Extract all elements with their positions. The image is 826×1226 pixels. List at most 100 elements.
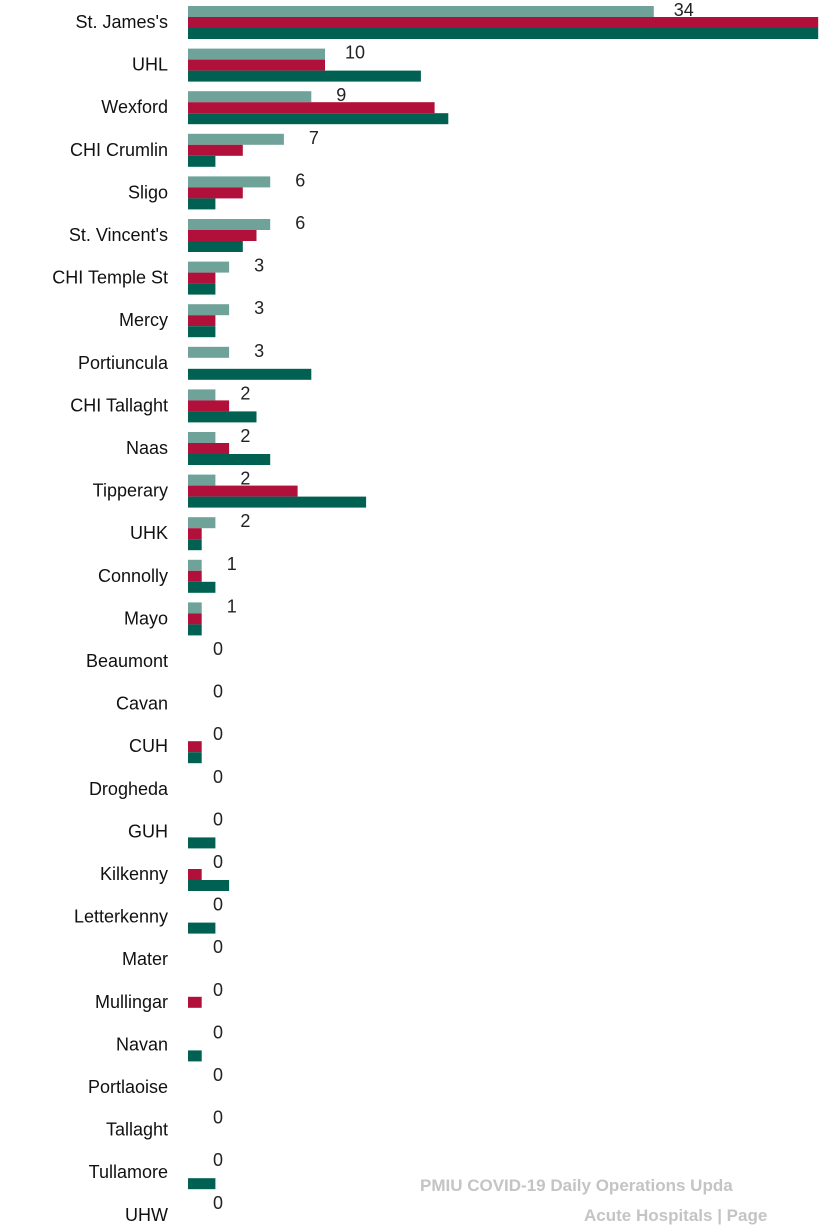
category-label: Portlaoise [88, 1077, 168, 1097]
data-label: 0 [213, 1150, 223, 1170]
bar-s3-27 [188, 1178, 216, 1190]
bar-s3-8 [188, 368, 312, 380]
category-label: Mayo [124, 608, 168, 628]
bar-s3-11 [188, 496, 367, 508]
bar-s3-19 [188, 837, 216, 849]
data-label: 0 [213, 767, 223, 787]
bar-s3-17 [188, 752, 202, 764]
category-label: CHI Crumlin [70, 140, 168, 160]
bar-s1-14 [188, 602, 202, 614]
bar-s1-8 [188, 346, 230, 358]
bar-s1-2 [188, 91, 312, 103]
bar-s3-6 [188, 283, 216, 295]
bar-s2-2 [188, 102, 435, 114]
data-label: 0 [213, 980, 223, 1000]
category-label: CHI Temple St [52, 268, 168, 288]
category-label: St. James's [76, 12, 168, 32]
bar-s3-5 [188, 241, 243, 252]
bar-s3-24 [188, 1050, 202, 1062]
bar-s1-5 [188, 219, 271, 230]
bar-s1-3 [188, 133, 284, 145]
bar-s3-14 [188, 624, 202, 636]
bar-s1-9 [188, 389, 216, 401]
bar-s2-14 [188, 613, 202, 625]
bar-s2-10 [188, 443, 230, 454]
data-label: 0 [213, 1065, 223, 1085]
bar-s3-7 [188, 326, 216, 338]
data-label: 0 [213, 1193, 223, 1213]
bar-s3-21 [188, 922, 216, 934]
category-label: Drogheda [89, 779, 169, 799]
category-label: Tallaght [106, 1120, 168, 1140]
bar-s2-11 [188, 485, 298, 497]
data-label: 34 [674, 0, 694, 20]
bar-s3-2 [188, 113, 449, 125]
category-label: Letterkenny [74, 907, 168, 927]
bar-s1-10 [188, 432, 216, 443]
bar-s3-9 [188, 411, 257, 423]
data-label: 0 [213, 682, 223, 702]
bar-s2-23 [188, 996, 202, 1008]
bars-group [188, 6, 819, 1190]
category-label: Navan [116, 1034, 168, 1054]
data-label: 10 [345, 43, 365, 63]
bar-s2-0 [188, 17, 819, 28]
data-label: 0 [213, 724, 223, 744]
bar-s3-13 [188, 581, 216, 593]
bar-s1-13 [188, 559, 202, 571]
bar-s2-13 [188, 570, 202, 582]
bar-s3-3 [188, 155, 216, 167]
data-label: 6 [295, 213, 305, 233]
bar-s2-6 [188, 272, 216, 284]
bar-s2-5 [188, 230, 257, 241]
category-label: CUH [129, 736, 168, 756]
data-label: 2 [240, 511, 250, 531]
bar-s3-4 [188, 198, 216, 210]
data-label: 7 [309, 128, 319, 148]
category-label: UHL [132, 55, 168, 75]
bar-s3-0 [188, 28, 819, 39]
data-label: 0 [213, 895, 223, 915]
data-label: 2 [240, 426, 250, 446]
footer-title: PMIU COVID-19 Daily Operations Upda [420, 1176, 733, 1195]
bar-s1-11 [188, 474, 216, 486]
category-label: Naas [126, 438, 168, 458]
bar-s2-4 [188, 187, 243, 199]
bar-s1-6 [188, 261, 230, 273]
bar-s1-0 [188, 6, 654, 17]
category-label: Connolly [98, 566, 168, 586]
category-label: Portiuncula [78, 353, 169, 373]
data-label: 0 [213, 1108, 223, 1128]
bar-s2-17 [188, 741, 202, 753]
category-label: Mercy [119, 310, 168, 330]
bar-s3-20 [188, 880, 230, 891]
bar-s1-12 [188, 517, 216, 529]
data-label: 0 [213, 937, 223, 957]
bar-s2-20 [188, 869, 202, 880]
footer-page: Acute Hospitals | Page [584, 1206, 768, 1225]
category-label: Cavan [116, 694, 168, 714]
data-label: 0 [213, 852, 223, 872]
category-label: Tipperary [93, 481, 168, 501]
category-label: Sligo [128, 182, 168, 202]
data-label: 3 [254, 341, 264, 361]
category-label: UHK [130, 523, 168, 543]
category-label: Mullingar [95, 992, 168, 1012]
category-labels-group: St. James's UHL Wexford CHI Crumlin Sligo St.… [52, 12, 169, 1225]
category-label: St. Vincent's [69, 225, 168, 245]
data-label: 6 [295, 170, 305, 190]
category-label: UHW [125, 1205, 168, 1225]
bar-s2-12 [188, 528, 202, 540]
data-label: 3 [254, 256, 264, 276]
data-label: 1 [227, 596, 237, 616]
category-label: Wexford [101, 97, 168, 117]
data-label: 0 [213, 809, 223, 829]
bar-s1-7 [188, 304, 230, 316]
category-label: Mater [122, 949, 168, 969]
data-label: 0 [213, 639, 223, 659]
data-label: 0 [213, 1022, 223, 1042]
category-label: Kilkenny [100, 864, 168, 884]
bar-s1-1 [188, 48, 325, 60]
